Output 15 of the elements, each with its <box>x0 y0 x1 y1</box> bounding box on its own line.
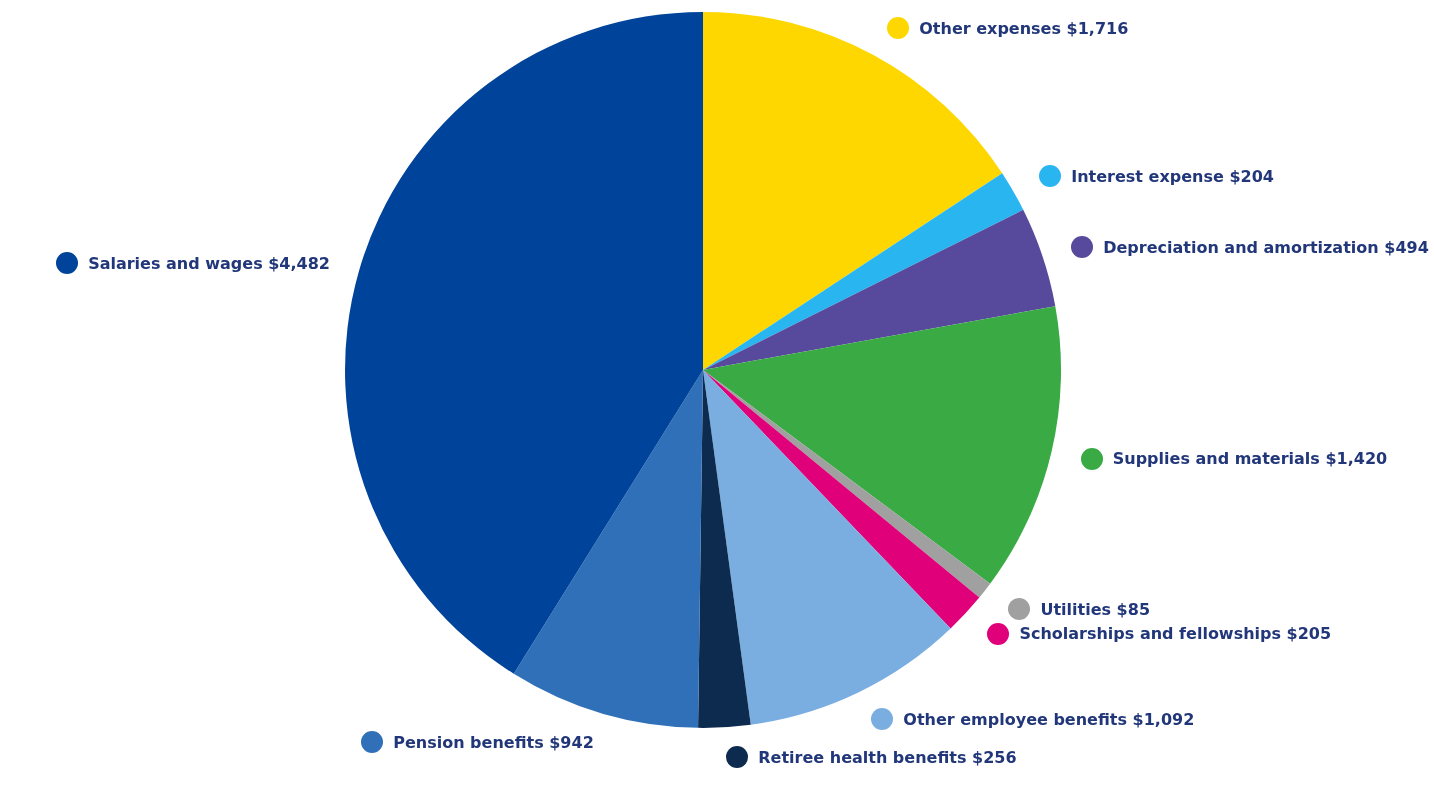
legend-label: Other employee benefits $1,092 <box>903 709 1195 729</box>
legend-label: Salaries and wages $4,482 <box>88 253 330 273</box>
pie-slice <box>703 306 1061 584</box>
legend-label: Pension benefits $942 <box>393 732 594 752</box>
legend-label: Other expenses $1,716 <box>919 18 1129 38</box>
legend-label: Scholarships and fellowships $205 <box>1019 624 1332 644</box>
pie-slice <box>345 11 704 674</box>
legend-label: Depreciation and amortization $494 <box>1103 237 1429 257</box>
legend-label: Retiree health benefits $256 <box>758 747 1017 767</box>
legend-label: Interest expense $204 <box>1071 166 1274 186</box>
pie-slice <box>703 173 1024 370</box>
pie-slice <box>703 209 1056 370</box>
legend-label: Supplies and materials $1,420 <box>1112 449 1388 469</box>
legend-label: Utilities $85 <box>1040 599 1151 619</box>
pie-slice <box>513 369 704 728</box>
